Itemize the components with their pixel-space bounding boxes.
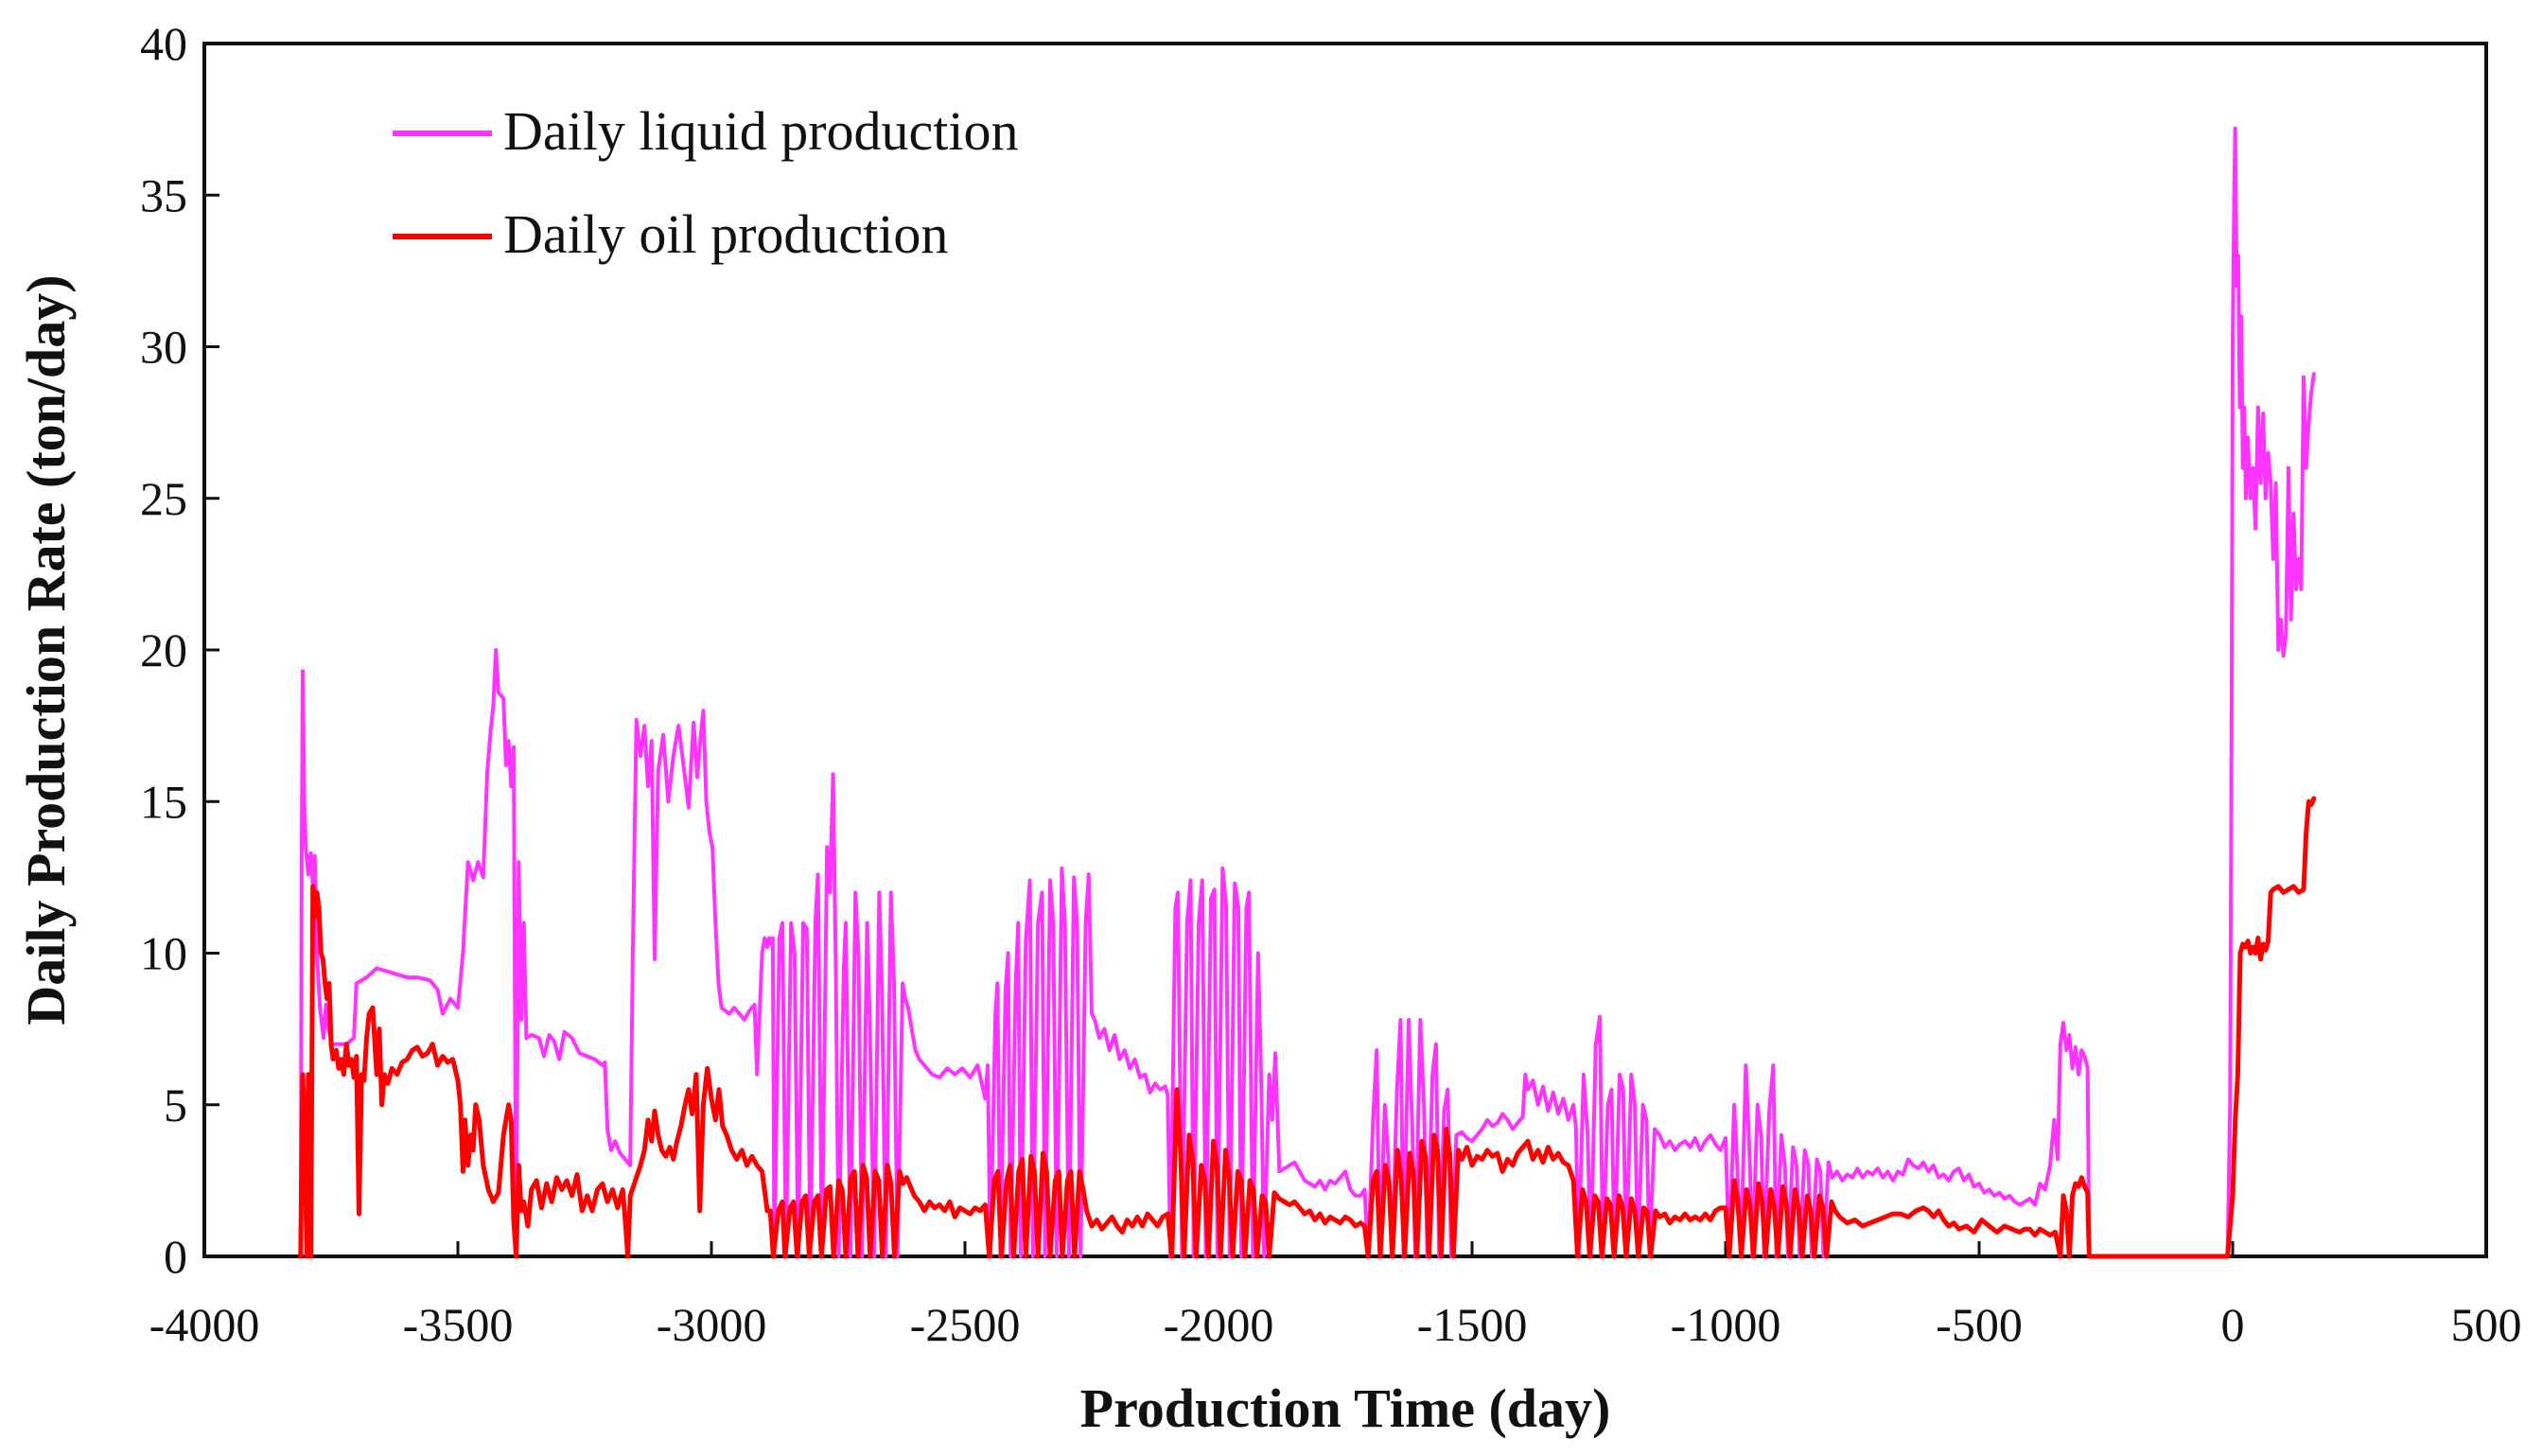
legend-label-liquid: Daily liquid production <box>503 100 1019 162</box>
x-tick-label-500: 500 <box>2451 1298 2522 1351</box>
x-tick-label--3500: -3500 <box>403 1298 514 1351</box>
x-tick-label--1000: -1000 <box>1671 1298 1781 1351</box>
series-line-liquid <box>298 126 2316 1258</box>
y-tick-label-10: 10 <box>140 927 187 980</box>
x-tick-label--4000: -4000 <box>149 1298 260 1351</box>
x-axis: -4000 -3500 -3000 -2500 -2000 -1500 -1000 -500 0… <box>149 1241 2522 1351</box>
y-tick-label-35: 35 <box>140 168 187 221</box>
y-tick-label-40: 40 <box>140 17 187 70</box>
legend-label-oil: Daily oil production <box>503 203 948 265</box>
y-tick-label-30: 30 <box>140 321 187 374</box>
y-axis: 0 5 10 15 20 25 30 35 40 <box>140 17 219 1283</box>
y-tick-label-25: 25 <box>140 472 187 525</box>
x-tick-label-0: 0 <box>2221 1298 2245 1351</box>
y-tick-label-15: 15 <box>140 775 187 828</box>
x-tick-label--500: -500 <box>1936 1298 2023 1351</box>
series-line-oil <box>298 796 2317 1259</box>
y-tick-label-20: 20 <box>140 623 187 676</box>
x-tick-label--3000: -3000 <box>657 1298 767 1351</box>
y-tick-label-0: 0 <box>164 1230 187 1283</box>
x-tick-label--2000: -2000 <box>1164 1298 1274 1351</box>
x-tick-label--2500: -2500 <box>910 1298 1021 1351</box>
y-tick-label-5: 5 <box>164 1079 187 1131</box>
x-tick-label--1500: -1500 <box>1417 1298 1528 1351</box>
x-axis-title: Production Time (day) <box>1080 1377 1611 1439</box>
legend: Daily liquid production Daily oil produc… <box>393 100 1019 265</box>
series-layer <box>298 126 2317 1259</box>
y-axis-title: Daily Production Rate (ton/day) <box>15 274 77 1025</box>
